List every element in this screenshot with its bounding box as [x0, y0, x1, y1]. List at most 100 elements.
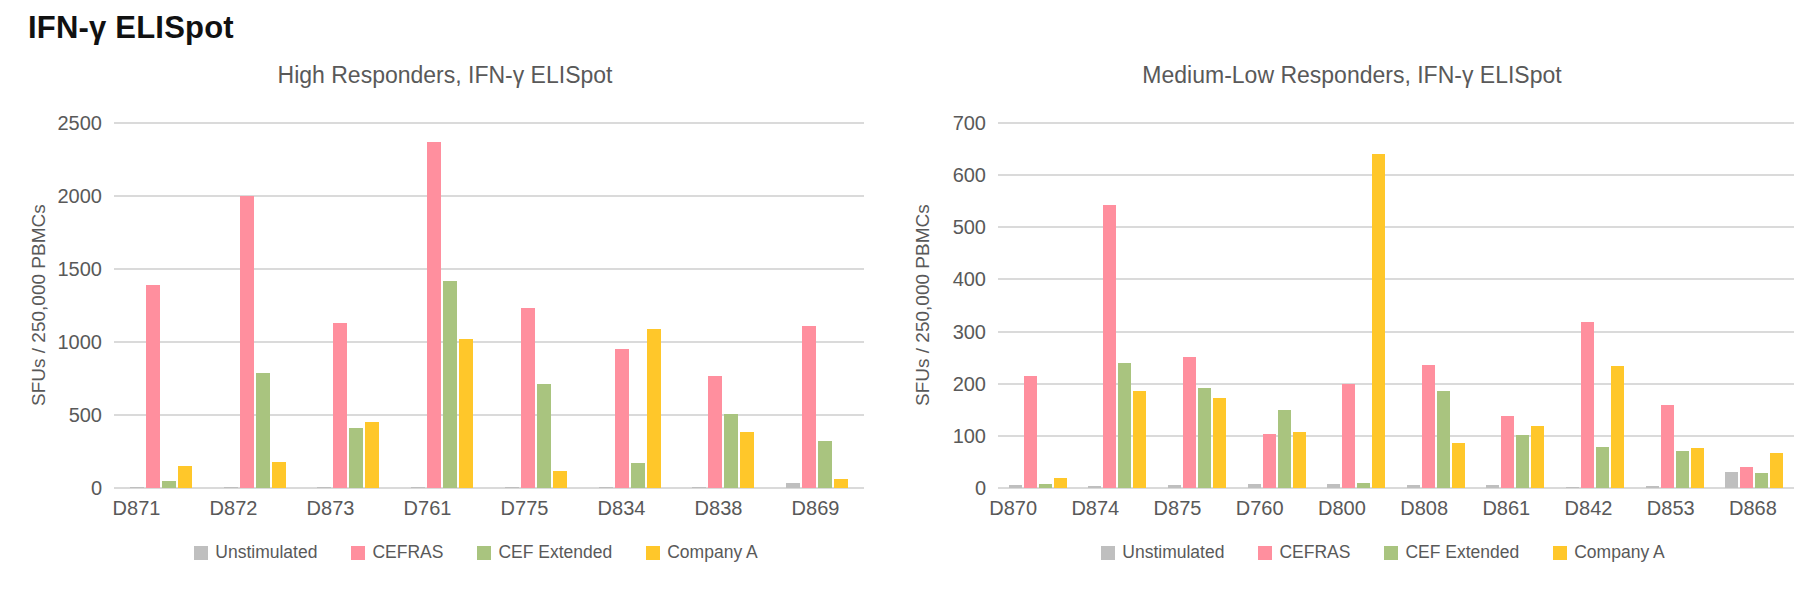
bar	[1103, 205, 1116, 488]
page-title: IFN-γ ELISpot	[28, 10, 234, 46]
bar-group	[1476, 123, 1556, 488]
x-axis-label: D870	[972, 497, 1054, 520]
bar	[631, 463, 645, 488]
x-axis-label: D760	[1219, 497, 1301, 520]
bar	[802, 326, 816, 488]
bar	[349, 428, 363, 488]
bar	[647, 329, 661, 488]
bar	[333, 323, 347, 488]
bar	[1437, 391, 1450, 488]
bar	[1342, 384, 1355, 488]
x-axis-label: D842	[1547, 497, 1629, 520]
x-axis-label: D775	[476, 497, 573, 520]
x-axis-labels: D870D874D875D760D800D808D861D842D853D868	[972, 497, 1794, 520]
bar	[1133, 391, 1146, 488]
bar-group	[1237, 123, 1317, 488]
bar	[1183, 357, 1196, 488]
legend-swatch	[351, 546, 365, 560]
y-tick-label: 300	[953, 320, 986, 343]
y-tick-label: 2500	[58, 112, 103, 135]
bar-group	[208, 123, 302, 488]
bar	[1213, 398, 1226, 488]
bar-group	[1157, 123, 1237, 488]
bar-group	[1396, 123, 1476, 488]
legend-item: CEF Extended	[1384, 542, 1519, 563]
bar	[1278, 410, 1291, 488]
bar	[1740, 467, 1753, 488]
y-axis-title: SFUs / 250,000 PBMCs	[26, 123, 52, 488]
legend-label: Company A	[1574, 542, 1664, 563]
legend-label: Unstimulated	[215, 542, 317, 563]
legend-item: Company A	[1553, 542, 1664, 563]
y-tick-label: 500	[953, 216, 986, 239]
chart-body: SFUs / 250,000 PBMCs 0100200300400500600…	[910, 123, 1794, 488]
bar-group	[677, 123, 771, 488]
bar-group	[1714, 123, 1794, 488]
x-axis-label: D761	[379, 497, 476, 520]
legend-label: CEFRAS	[372, 542, 443, 563]
x-axis-label: D871	[88, 497, 185, 520]
bar	[162, 481, 176, 488]
bar	[1327, 484, 1340, 488]
bar	[1407, 485, 1420, 488]
bar	[1755, 473, 1768, 488]
y-tick-label: 0	[975, 477, 986, 500]
x-axis-label: D869	[767, 497, 864, 520]
bar-group	[1078, 123, 1158, 488]
x-axis-label: D874	[1054, 497, 1136, 520]
y-tick-label: 1000	[58, 331, 103, 354]
bar	[1725, 472, 1738, 488]
chart-title: Medium-Low Responders, IFN-γ ELISpot	[910, 62, 1794, 89]
bar	[692, 487, 706, 488]
bar	[224, 487, 238, 488]
y-tick-label: 600	[953, 164, 986, 187]
bar	[1248, 484, 1261, 488]
x-axis-label: D868	[1712, 497, 1794, 520]
bar	[272, 462, 286, 488]
legend-item: Unstimulated	[1101, 542, 1224, 563]
bar	[740, 432, 754, 488]
bar	[459, 339, 473, 488]
bar	[1691, 448, 1704, 488]
bar	[1581, 322, 1594, 488]
legend-item: CEFRAS	[1258, 542, 1350, 563]
x-axis-label: D861	[1465, 497, 1547, 520]
legend-item: Company A	[646, 542, 757, 563]
bar	[1357, 483, 1370, 488]
x-axis-label: D808	[1383, 497, 1465, 520]
chart-title: High Responders, IFN-γ ELISpot	[26, 62, 864, 89]
y-tick-label: 0	[91, 477, 102, 500]
legend-swatch	[646, 546, 660, 560]
bar	[818, 441, 832, 488]
plot-area: 05001000150020002500	[114, 123, 864, 488]
legend-label: Company A	[667, 542, 757, 563]
chart-medium-low-responders: Medium-Low Responders, IFN-γ ELISpot SFU…	[910, 62, 1794, 563]
plot-area: 0100200300400500600700	[998, 123, 1794, 488]
bar	[1611, 366, 1624, 488]
bar	[256, 373, 270, 488]
legend-swatch	[1258, 546, 1272, 560]
bar	[411, 487, 425, 488]
bar	[786, 483, 800, 488]
bar	[130, 487, 144, 488]
bar	[615, 349, 629, 488]
y-tick-label: 1500	[58, 258, 103, 281]
bar	[1198, 388, 1211, 488]
bar	[1596, 447, 1609, 488]
legend-label: CEF Extended	[498, 542, 612, 563]
bar	[1039, 484, 1052, 488]
y-tick-label: 2000	[58, 185, 103, 208]
x-axis-labels: D871D872D873D761D775D834D838D869	[88, 497, 864, 520]
bar-group	[302, 123, 396, 488]
bar	[708, 376, 722, 488]
legend-swatch	[1101, 546, 1115, 560]
bar	[1088, 486, 1101, 488]
bar-group	[583, 123, 677, 488]
bar	[1372, 154, 1385, 488]
bar	[1452, 443, 1465, 488]
bar-group	[1316, 123, 1396, 488]
bar	[724, 414, 738, 488]
y-tick-label: 100	[953, 424, 986, 447]
bar	[1263, 434, 1276, 488]
bar	[1770, 453, 1783, 488]
